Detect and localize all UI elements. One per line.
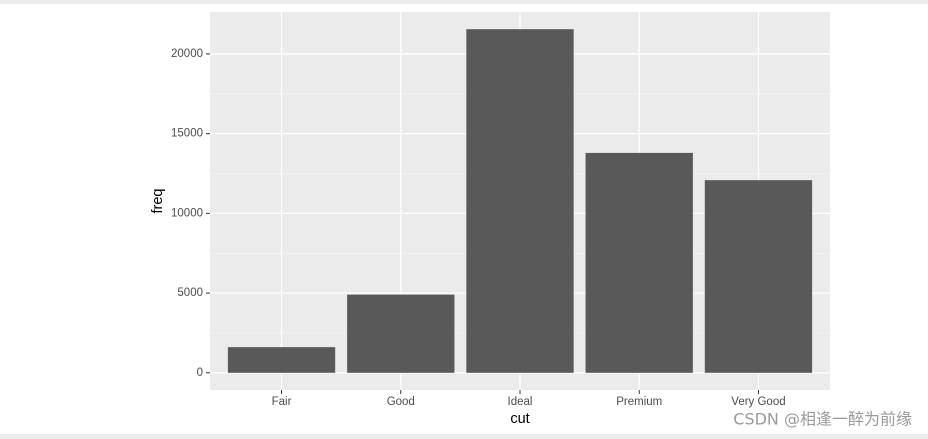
bottom-border	[0, 434, 928, 439]
y-tick-label: 5000	[177, 287, 203, 299]
x-tick-label: Ideal	[508, 396, 533, 408]
y-tick-label: 10000	[171, 207, 203, 219]
x-tick-label: Good	[387, 396, 415, 408]
bar	[585, 152, 693, 373]
x-tick-label: Fair	[272, 396, 292, 408]
y-tick-label: 15000	[171, 128, 203, 140]
y-tick-label: 20000	[171, 48, 203, 60]
watermark: CSDN @相逢一醉为前缘	[733, 410, 912, 429]
bar	[466, 29, 574, 373]
x-tick-label: Very Good	[731, 396, 785, 408]
y-tick-label: 0	[197, 367, 203, 379]
bar	[227, 347, 336, 373]
x-tick-label: Premium	[616, 396, 662, 408]
bar	[704, 180, 813, 373]
top-border	[0, 0, 928, 4]
bar	[347, 294, 455, 373]
x-axis-title: cut	[510, 411, 529, 427]
y-axis-title: freq	[150, 189, 166, 214]
